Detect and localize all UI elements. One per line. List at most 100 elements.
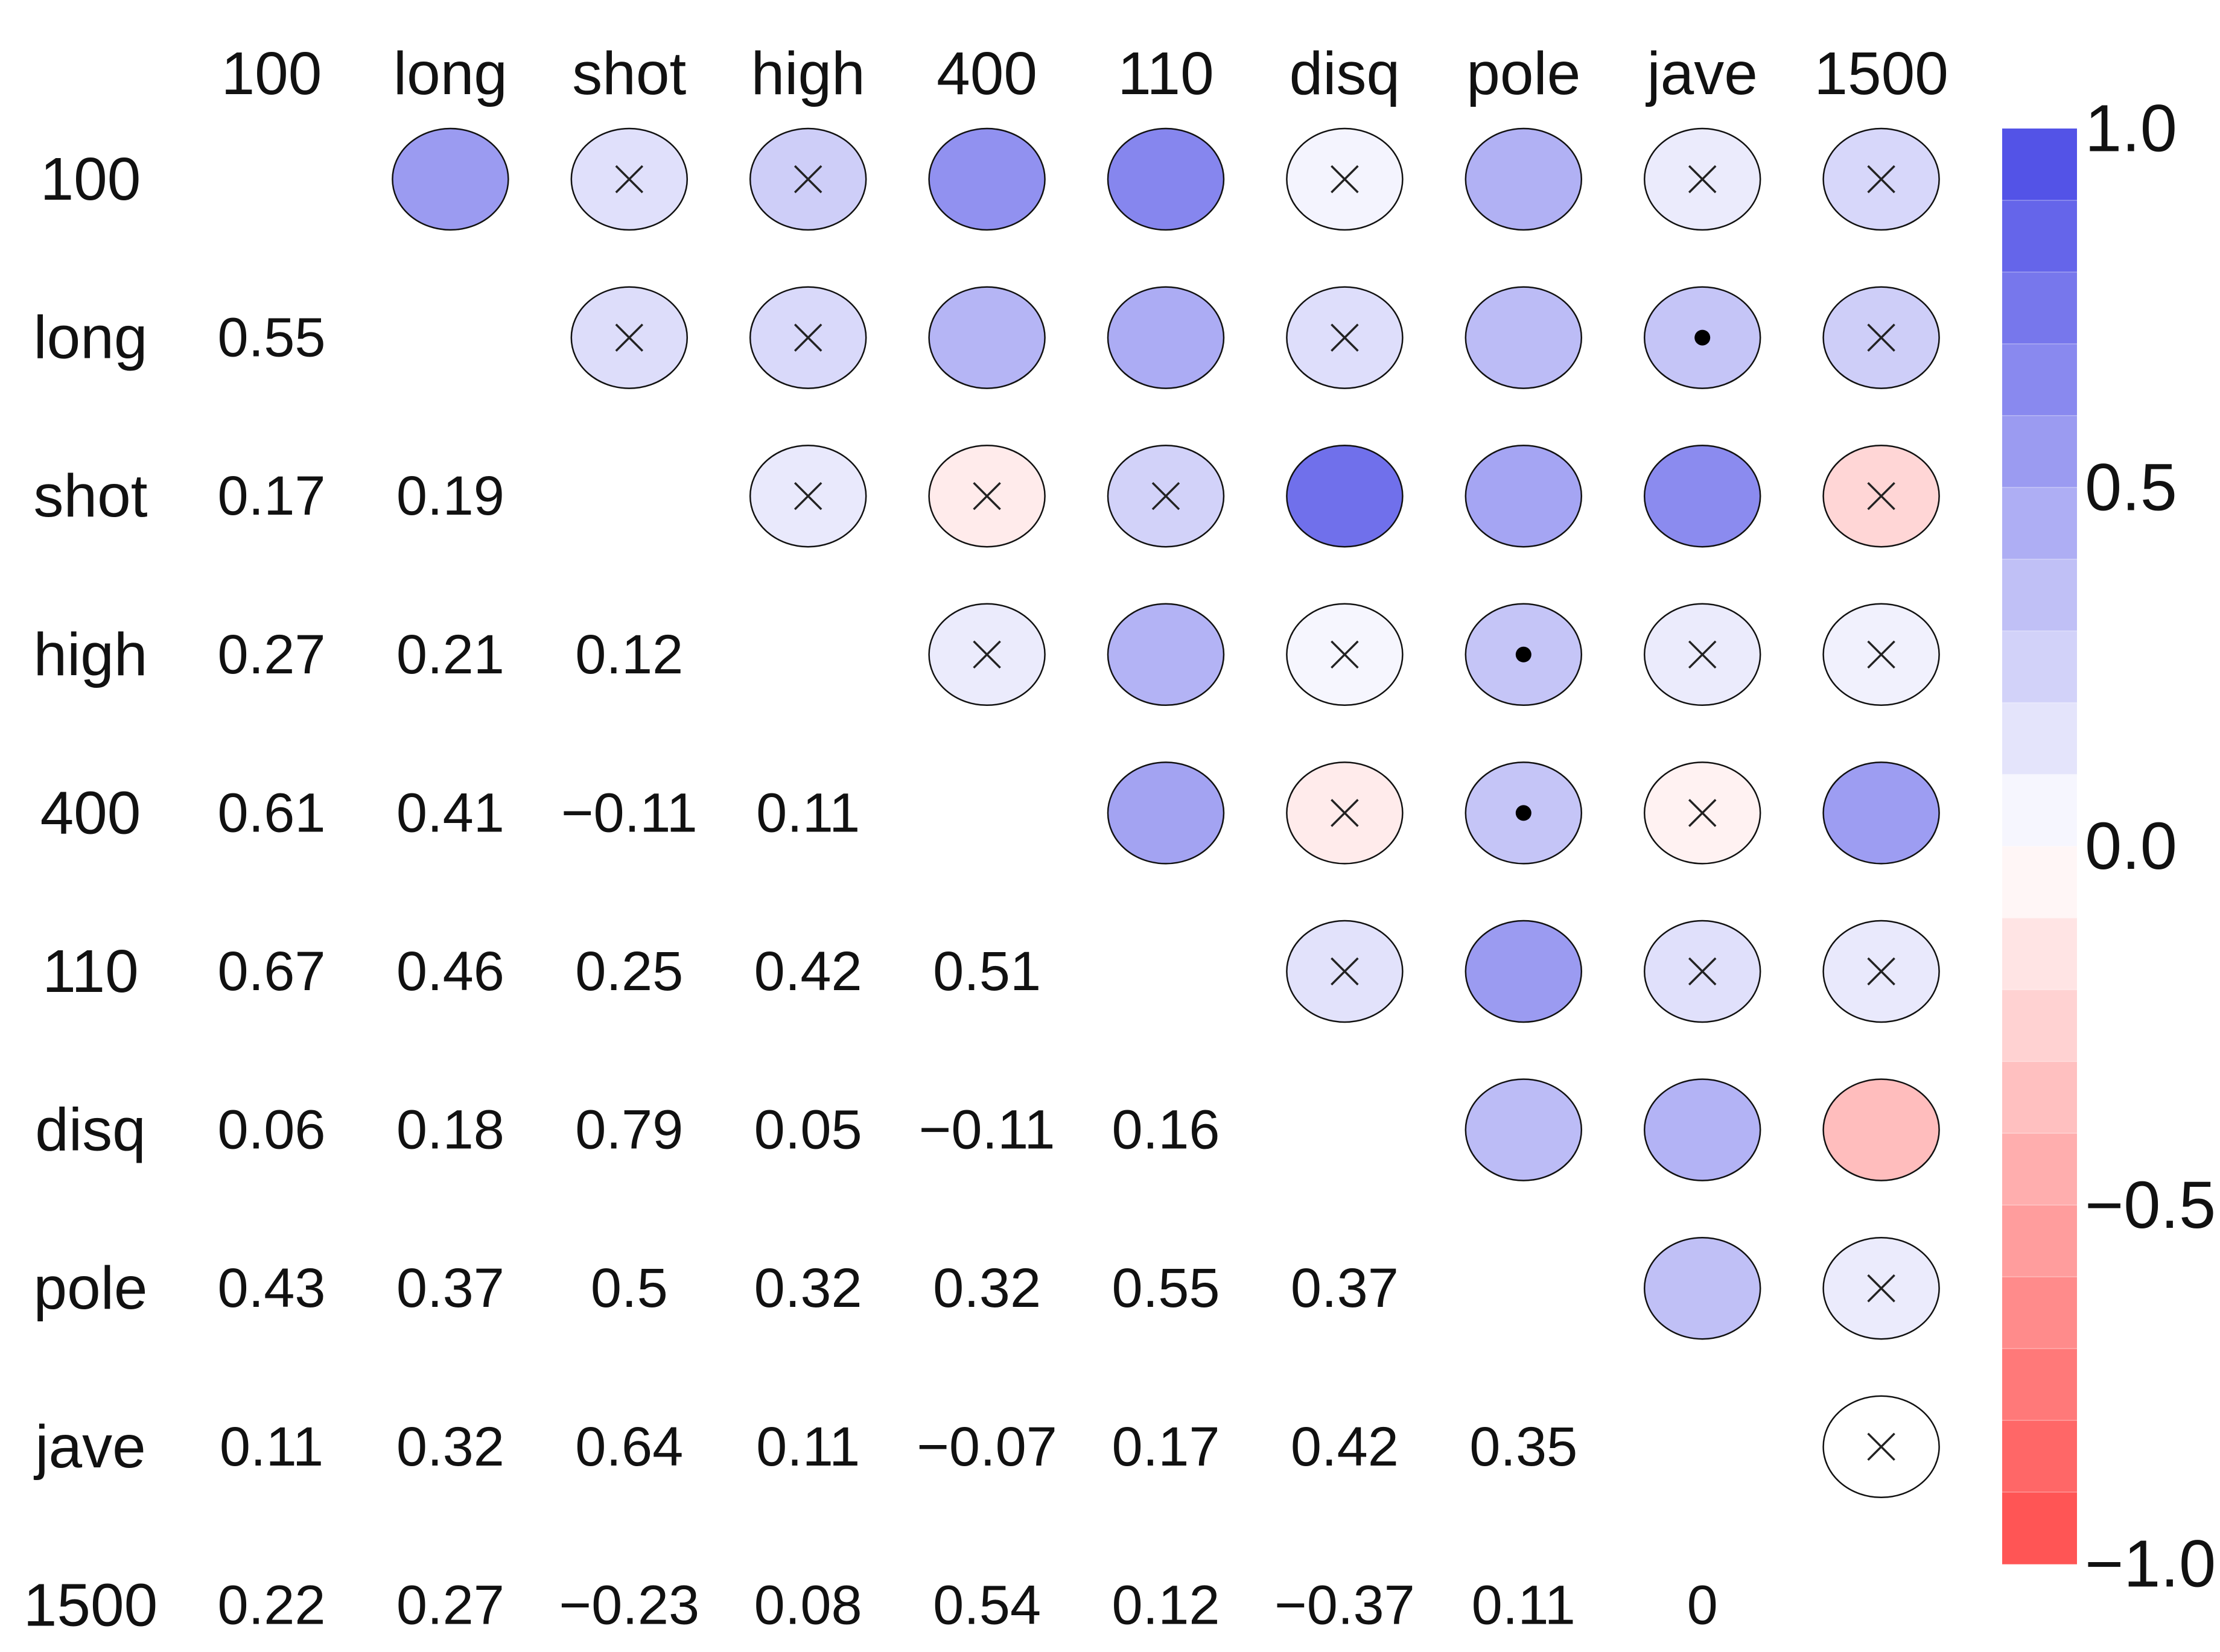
correlation-cell [1822, 444, 1940, 548]
correlation-cell [749, 444, 867, 548]
correlation-cell [1286, 603, 1404, 707]
not-significant-marker [1331, 799, 1359, 827]
not-significant-marker [973, 640, 1001, 669]
not-significant-marker [1867, 165, 1895, 194]
correlation-label: 0.32 [396, 1416, 504, 1478]
correlation-label: 0.19 [396, 465, 504, 527]
not-significant-marker [1688, 165, 1717, 194]
correlation-cell [749, 127, 867, 231]
correlation-cell [1822, 1236, 1940, 1340]
correlation-cell [1643, 920, 1761, 1023]
correlation-cell [1465, 286, 1583, 389]
column-header-long: long [393, 40, 507, 107]
correlation-label: 0.46 [396, 941, 504, 1002]
correlation-ellipse [1643, 1078, 1761, 1181]
row-label-jave: jave [33, 1413, 145, 1481]
column-header-shot: shot [572, 40, 686, 107]
correlation-cell [1107, 286, 1225, 389]
column-header-1500: 1500 [1814, 40, 1948, 107]
significance-dot [1515, 646, 1531, 662]
correlation-label: 0.42 [754, 941, 862, 1002]
correlation-ellipse [1643, 1236, 1761, 1340]
correlation-label: 0.27 [217, 624, 325, 685]
not-significant-marker [794, 165, 822, 194]
correlation-cell [1286, 920, 1404, 1023]
correlation-label: 0.5 [591, 1257, 668, 1319]
correlation-label: 0.08 [754, 1574, 862, 1636]
correlation-label: 0.55 [217, 307, 325, 369]
colorbar-segment [2002, 129, 2077, 201]
correlation-cell [1822, 1395, 1940, 1499]
column-header-high: high [751, 40, 865, 107]
correlation-cell [1465, 1078, 1583, 1181]
not-significant-marker [973, 481, 1001, 510]
colorbar-segment [2002, 272, 2077, 345]
colorbar-segment [2002, 343, 2077, 416]
correlation-cell [1107, 603, 1225, 707]
significance-dot [1515, 805, 1531, 821]
correlation-label: 0.11 [220, 1416, 323, 1478]
column-header-110: 110 [1118, 40, 1213, 107]
colorbar-segment [2002, 200, 2077, 273]
correlation-label: 0.27 [396, 1574, 504, 1636]
not-significant-marker [1151, 481, 1180, 510]
correlation-label: 0.41 [396, 782, 504, 843]
correlation-label: 0.25 [575, 941, 683, 1002]
correlation-ellipse [1822, 1078, 1940, 1181]
column-header-pole: pole [1466, 40, 1580, 107]
correlation-label: 0.17 [217, 465, 325, 527]
correlation-label: 0.22 [217, 1574, 325, 1636]
row-label-100: 100 [40, 145, 141, 213]
correlation-cell [1822, 603, 1940, 707]
correlation-label: 0.11 [756, 1416, 860, 1478]
correlation-label: 0.67 [217, 941, 325, 1002]
colorbar-segment [2002, 415, 2077, 488]
row-label-1500: 1500 [24, 1571, 157, 1639]
not-significant-marker [1867, 957, 1895, 986]
colorbar-tick-label: −1.0 [2085, 1527, 2216, 1601]
colorbar-tick-label: −0.5 [2085, 1168, 2216, 1242]
colorbar-segment [2002, 702, 2077, 775]
correlation-label: 0.17 [1112, 1416, 1220, 1478]
colorbar-segment [2002, 1492, 2077, 1565]
correlation-ellipse [1107, 603, 1225, 707]
correlation-ellipse [1465, 920, 1583, 1023]
correlation-label: 0.54 [933, 1574, 1041, 1636]
colorbar-tick-label: 1.0 [2085, 92, 2177, 166]
correlation-cell [1286, 444, 1404, 548]
correlation-cell [1107, 761, 1225, 865]
colorbar-segment [2002, 631, 2077, 704]
correlation-cell [1643, 286, 1761, 389]
correlation-cell [1643, 603, 1761, 707]
colorbar-segment [2002, 1205, 2077, 1277]
not-significant-marker [1688, 799, 1717, 827]
row-label-400: 400 [40, 779, 141, 847]
colorbar-segment [2002, 487, 2077, 560]
correlation-label: 0.32 [933, 1257, 1041, 1319]
correlation-cell [749, 286, 867, 389]
column-header-disq: disq [1290, 40, 1400, 107]
correlation-cell [1643, 761, 1761, 865]
correlation-ellipse [392, 127, 509, 231]
correlation-ellipse [1465, 1078, 1583, 1181]
correlation-label: 0.61 [217, 782, 325, 843]
correlation-label: −0.37 [1274, 1574, 1415, 1636]
column-header-100: 100 [221, 40, 322, 107]
colorbar-segment [2002, 1349, 2077, 1421]
correlation-cell [1643, 1236, 1761, 1340]
correlation-cell [1465, 444, 1583, 548]
correlation-ellipse [1465, 286, 1583, 389]
not-significant-marker [615, 323, 644, 352]
row-label-high: high [33, 621, 147, 688]
not-significant-marker [1867, 323, 1895, 352]
correlation-label: 0.37 [1291, 1257, 1399, 1319]
row-label-shot: shot [33, 462, 147, 530]
correlation-cell [1643, 1078, 1761, 1181]
correlation-cell [1465, 127, 1583, 231]
correlation-label: 0.42 [1291, 1416, 1399, 1478]
correlation-cell [1286, 761, 1404, 865]
correlation-label: 0.55 [1112, 1257, 1220, 1319]
row-label-pole: pole [33, 1254, 147, 1322]
